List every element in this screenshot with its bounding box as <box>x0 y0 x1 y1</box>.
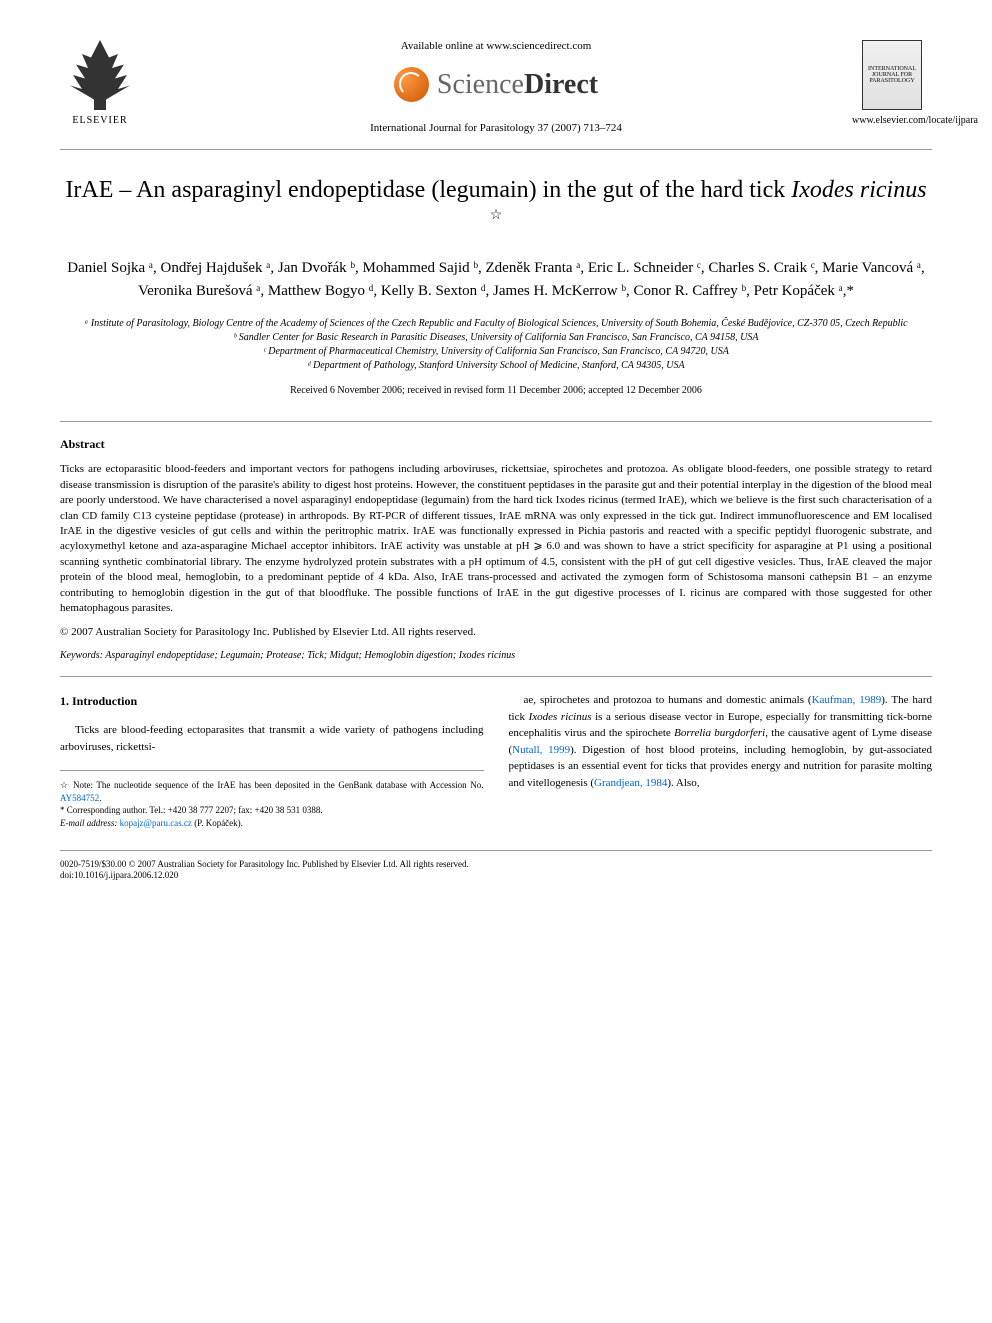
col2-italic1: Ixodes ricinus <box>529 711 592 723</box>
keywords-text: Asparaginyl endopeptidase; Legumain; Pro… <box>103 650 515 661</box>
keywords: Keywords: Asparaginyl endopeptidase; Leg… <box>60 650 932 661</box>
abstract-divider-bottom <box>60 676 932 677</box>
abstract-text: Ticks are ectoparasitic blood-feeders an… <box>60 462 932 616</box>
abstract-divider-top <box>60 421 932 422</box>
affiliation-d: ᵈ Department of Pathology, Stanford Univ… <box>60 359 932 373</box>
col2-ref3[interactable]: Grandjean, 1984 <box>594 777 667 789</box>
abstract-copyright: © 2007 Australian Society for Parasitolo… <box>60 626 932 638</box>
footnote-accession-link[interactable]: AY584752 <box>60 793 99 803</box>
header-divider <box>60 149 932 150</box>
footer-doi: doi:10.1016/j.ijpara.2006.12.020 <box>60 870 932 882</box>
elsevier-label: ELSEVIER <box>72 115 127 126</box>
body-column-right: ae, spirochetes and protozoa to humans a… <box>509 692 933 829</box>
email-link[interactable]: kopajz@paru.cas.cz <box>117 818 192 828</box>
header-row: ELSEVIER Available online at www.science… <box>60 40 932 139</box>
sciencedirect-icon <box>394 67 429 102</box>
affiliation-b: ᵇ Sandler Center for Basic Research in P… <box>60 331 932 345</box>
affiliation-c: ᶜ Department of Pharmaceutical Chemistry… <box>60 345 932 359</box>
footnote-star: ☆ Note: The nucleotide sequence of the I… <box>60 779 484 804</box>
journal-url: www.elsevier.com/locate/ijpara <box>852 115 932 126</box>
col2-ref1[interactable]: Kaufman, 1989 <box>812 694 882 706</box>
sciencedirect-logo: ScienceDirect <box>140 67 852 102</box>
email-label: E-mail address: <box>60 818 117 828</box>
footnotes: ☆ Note: The nucleotide sequence of the I… <box>60 770 484 829</box>
emblem-line-3: PARASITOLOGY <box>869 78 914 84</box>
email-name: (P. Kopáček). <box>192 818 243 828</box>
abstract-heading: Abstract <box>60 437 932 452</box>
footnote-star-text: ☆ Note: The nucleotide sequence of the I… <box>60 780 484 790</box>
sciencedirect-text-1: Science <box>437 69 524 101</box>
col2-part1: ae, spirochetes and protozoa to humans a… <box>524 694 812 706</box>
footer-divider: 0020-7519/$30.00 © 2007 Australian Socie… <box>60 850 932 882</box>
title-main: IrAE – An asparaginyl endopeptidase (leg… <box>65 177 791 203</box>
journal-logo: INTERNATIONAL JOURNAL FOR PARASITOLOGY w… <box>852 40 932 126</box>
center-header: Available online at www.sciencedirect.co… <box>140 40 852 139</box>
footer-issn: 0020-7519/$30.00 © 2007 Australian Socie… <box>60 859 932 871</box>
col2-italic2: Borrelia burgdorferi <box>674 727 765 739</box>
article-title: IrAE – An asparaginyl endopeptidase (leg… <box>60 175 932 237</box>
affiliation-a: ᵃ Institute of Parasitology, Biology Cen… <box>60 317 932 331</box>
col2-part6: ). Also, <box>667 777 699 789</box>
col2-part5: ). Digestion of host blood proteins, inc… <box>509 744 933 789</box>
journal-citation: International Journal for Parasitology 3… <box>140 122 852 134</box>
intro-heading: 1. Introduction <box>60 692 484 710</box>
authors-list: Daniel Sojka ᵃ, Ondřej Hajdušek ᵃ, Jan D… <box>60 257 932 302</box>
footnote-corresponding: * Corresponding author. Tel.: +420 38 77… <box>60 804 484 817</box>
elsevier-tree-icon <box>70 40 130 110</box>
intro-para-2: ae, spirochetes and protozoa to humans a… <box>509 692 933 791</box>
footnote-email: E-mail address: kopajz@paru.cas.cz (P. K… <box>60 817 484 830</box>
keywords-label: Keywords: <box>60 650 103 661</box>
footnote-period: . <box>99 793 101 803</box>
body-columns: 1. Introduction Ticks are blood-feeding … <box>60 692 932 829</box>
title-star: ☆ <box>490 208 503 223</box>
article-dates: Received 6 November 2006; received in re… <box>60 385 932 396</box>
title-species: Ixodes ricinus <box>791 177 926 203</box>
affiliations: ᵃ Institute of Parasitology, Biology Cen… <box>60 317 932 373</box>
sciencedirect-text-2: Direct <box>524 69 598 101</box>
available-online-text: Available online at www.sciencedirect.co… <box>140 40 852 52</box>
journal-emblem-icon: INTERNATIONAL JOURNAL FOR PARASITOLOGY <box>862 40 922 110</box>
elsevier-logo: ELSEVIER <box>60 40 140 126</box>
col2-ref2[interactable]: Nutall, 1999 <box>512 744 570 756</box>
body-column-left: 1. Introduction Ticks are blood-feeding … <box>60 692 484 829</box>
intro-para-1: Ticks are blood-feeding ectoparasites th… <box>60 722 484 755</box>
